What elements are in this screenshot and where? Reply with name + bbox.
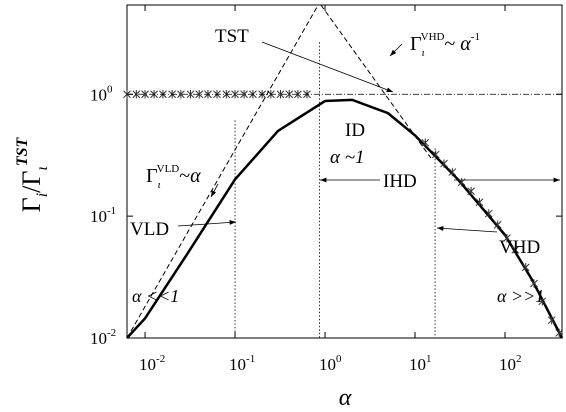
x-tick-base: 10 <box>139 355 156 374</box>
series-solid <box>126 98 564 339</box>
y-tick-label: 10-2 <box>90 327 116 348</box>
vhd-arrow <box>436 226 498 233</box>
annotation-part: α <box>190 165 201 187</box>
x-tick-label: 10-1 <box>229 353 255 374</box>
x-tick-base: 10 <box>499 355 516 374</box>
annotation-part: ID <box>345 120 365 141</box>
y-axis-label: Γi/ΓιTST <box>14 136 51 212</box>
data-marker <box>195 90 204 99</box>
annotation-part: ι <box>158 179 161 191</box>
y-label-part: ι <box>34 166 51 170</box>
data-marker <box>177 90 185 99</box>
x-tick-label: 100 <box>319 353 342 374</box>
annotation: VHD <box>499 237 540 258</box>
x-tick-exponent: 0 <box>336 353 342 365</box>
data-marker <box>547 315 556 325</box>
data-marker <box>231 90 239 99</box>
annotation-part: VLD <box>130 219 169 240</box>
x-tick-label: 101 <box>409 353 432 374</box>
annotation-part: -1 <box>471 31 480 43</box>
y-tick-base: 10 <box>90 85 107 104</box>
x-tick-base: 10 <box>319 355 336 374</box>
annotation-part: Γ <box>410 33 422 55</box>
annotation-part: TST <box>215 26 249 47</box>
data-marker <box>440 159 448 168</box>
data-marker <box>511 245 520 254</box>
x-tick-exponent: 2 <box>516 353 522 365</box>
annotation: Γι VHD~ α-1 <box>410 31 480 59</box>
x-tick-base: 10 <box>229 355 246 374</box>
x-tick-base: 10 <box>409 355 426 374</box>
annotation-part: VLD <box>157 163 180 175</box>
data-marker <box>457 177 466 187</box>
annotation: TST <box>215 26 249 47</box>
x-axis-label: α <box>339 385 352 411</box>
data-marker <box>431 150 440 159</box>
data-marker <box>141 90 149 99</box>
annotation-part: VHD <box>421 31 445 43</box>
x-tick-label: 102 <box>499 353 521 374</box>
plot-frame <box>126 4 563 339</box>
annotation: VLD <box>130 219 169 240</box>
annotation: α ~1 <box>330 147 365 168</box>
y-tick-exponent: 0 <box>107 83 113 95</box>
data-marker <box>467 187 475 196</box>
data-marker <box>555 328 564 338</box>
annotation-part: α <<1 <box>132 286 179 306</box>
annotation-part: ~ <box>444 33 460 55</box>
data-marker <box>276 90 285 99</box>
annotation: α <<1 <box>132 286 179 306</box>
vhd-slope-arrow <box>389 43 403 57</box>
data-marker <box>421 138 430 147</box>
annotation-part: ~ <box>179 165 190 187</box>
y-tick-label: 10-1 <box>90 205 116 226</box>
annotation-part: α <box>460 33 471 55</box>
annotation: α >>1 <box>497 286 544 306</box>
y-label-part: TST <box>14 136 31 166</box>
x-tick-exponent: -1 <box>246 353 255 365</box>
series-dashed <box>320 4 432 159</box>
y-tick-base: 10 <box>90 329 107 348</box>
data-marker <box>530 279 538 288</box>
annotation: ID <box>345 120 365 141</box>
data-marker <box>521 263 530 272</box>
data-marker <box>484 209 493 218</box>
y-tick-label: 100 <box>90 83 113 104</box>
y-tick-base: 10 <box>90 207 107 226</box>
annotation: Γι VLD~α <box>146 163 201 191</box>
y-label-part: /Γ <box>17 171 46 193</box>
x-tick-exponent: -2 <box>156 353 165 365</box>
data-marker <box>493 220 502 229</box>
data-marker <box>240 90 248 99</box>
annotation-part: IHD <box>383 171 417 192</box>
x-tick-label: 10-2 <box>139 353 165 374</box>
annotation-part: ι <box>422 47 425 59</box>
data-marker <box>538 297 547 306</box>
data-marker <box>448 167 457 177</box>
data-marker <box>475 198 484 207</box>
annotation-part: VHD <box>499 237 540 258</box>
arrows <box>177 41 560 233</box>
annotation-part: Γ <box>146 165 158 187</box>
data-marker <box>132 90 141 99</box>
y-label-part: Γ <box>17 197 46 212</box>
annotation-part: α ~1 <box>330 147 365 168</box>
annotation-part: α >>1 <box>497 286 544 306</box>
annotation: IHD <box>383 171 417 192</box>
data-marker <box>503 233 511 243</box>
y-label-part: i <box>34 193 51 197</box>
x-tick-exponent: 1 <box>426 353 432 365</box>
y-tick-exponent: -2 <box>107 327 116 339</box>
y-tick-exponent: -1 <box>107 205 116 217</box>
tst-arrow <box>261 41 394 93</box>
vld-slope-arrow <box>210 183 219 198</box>
